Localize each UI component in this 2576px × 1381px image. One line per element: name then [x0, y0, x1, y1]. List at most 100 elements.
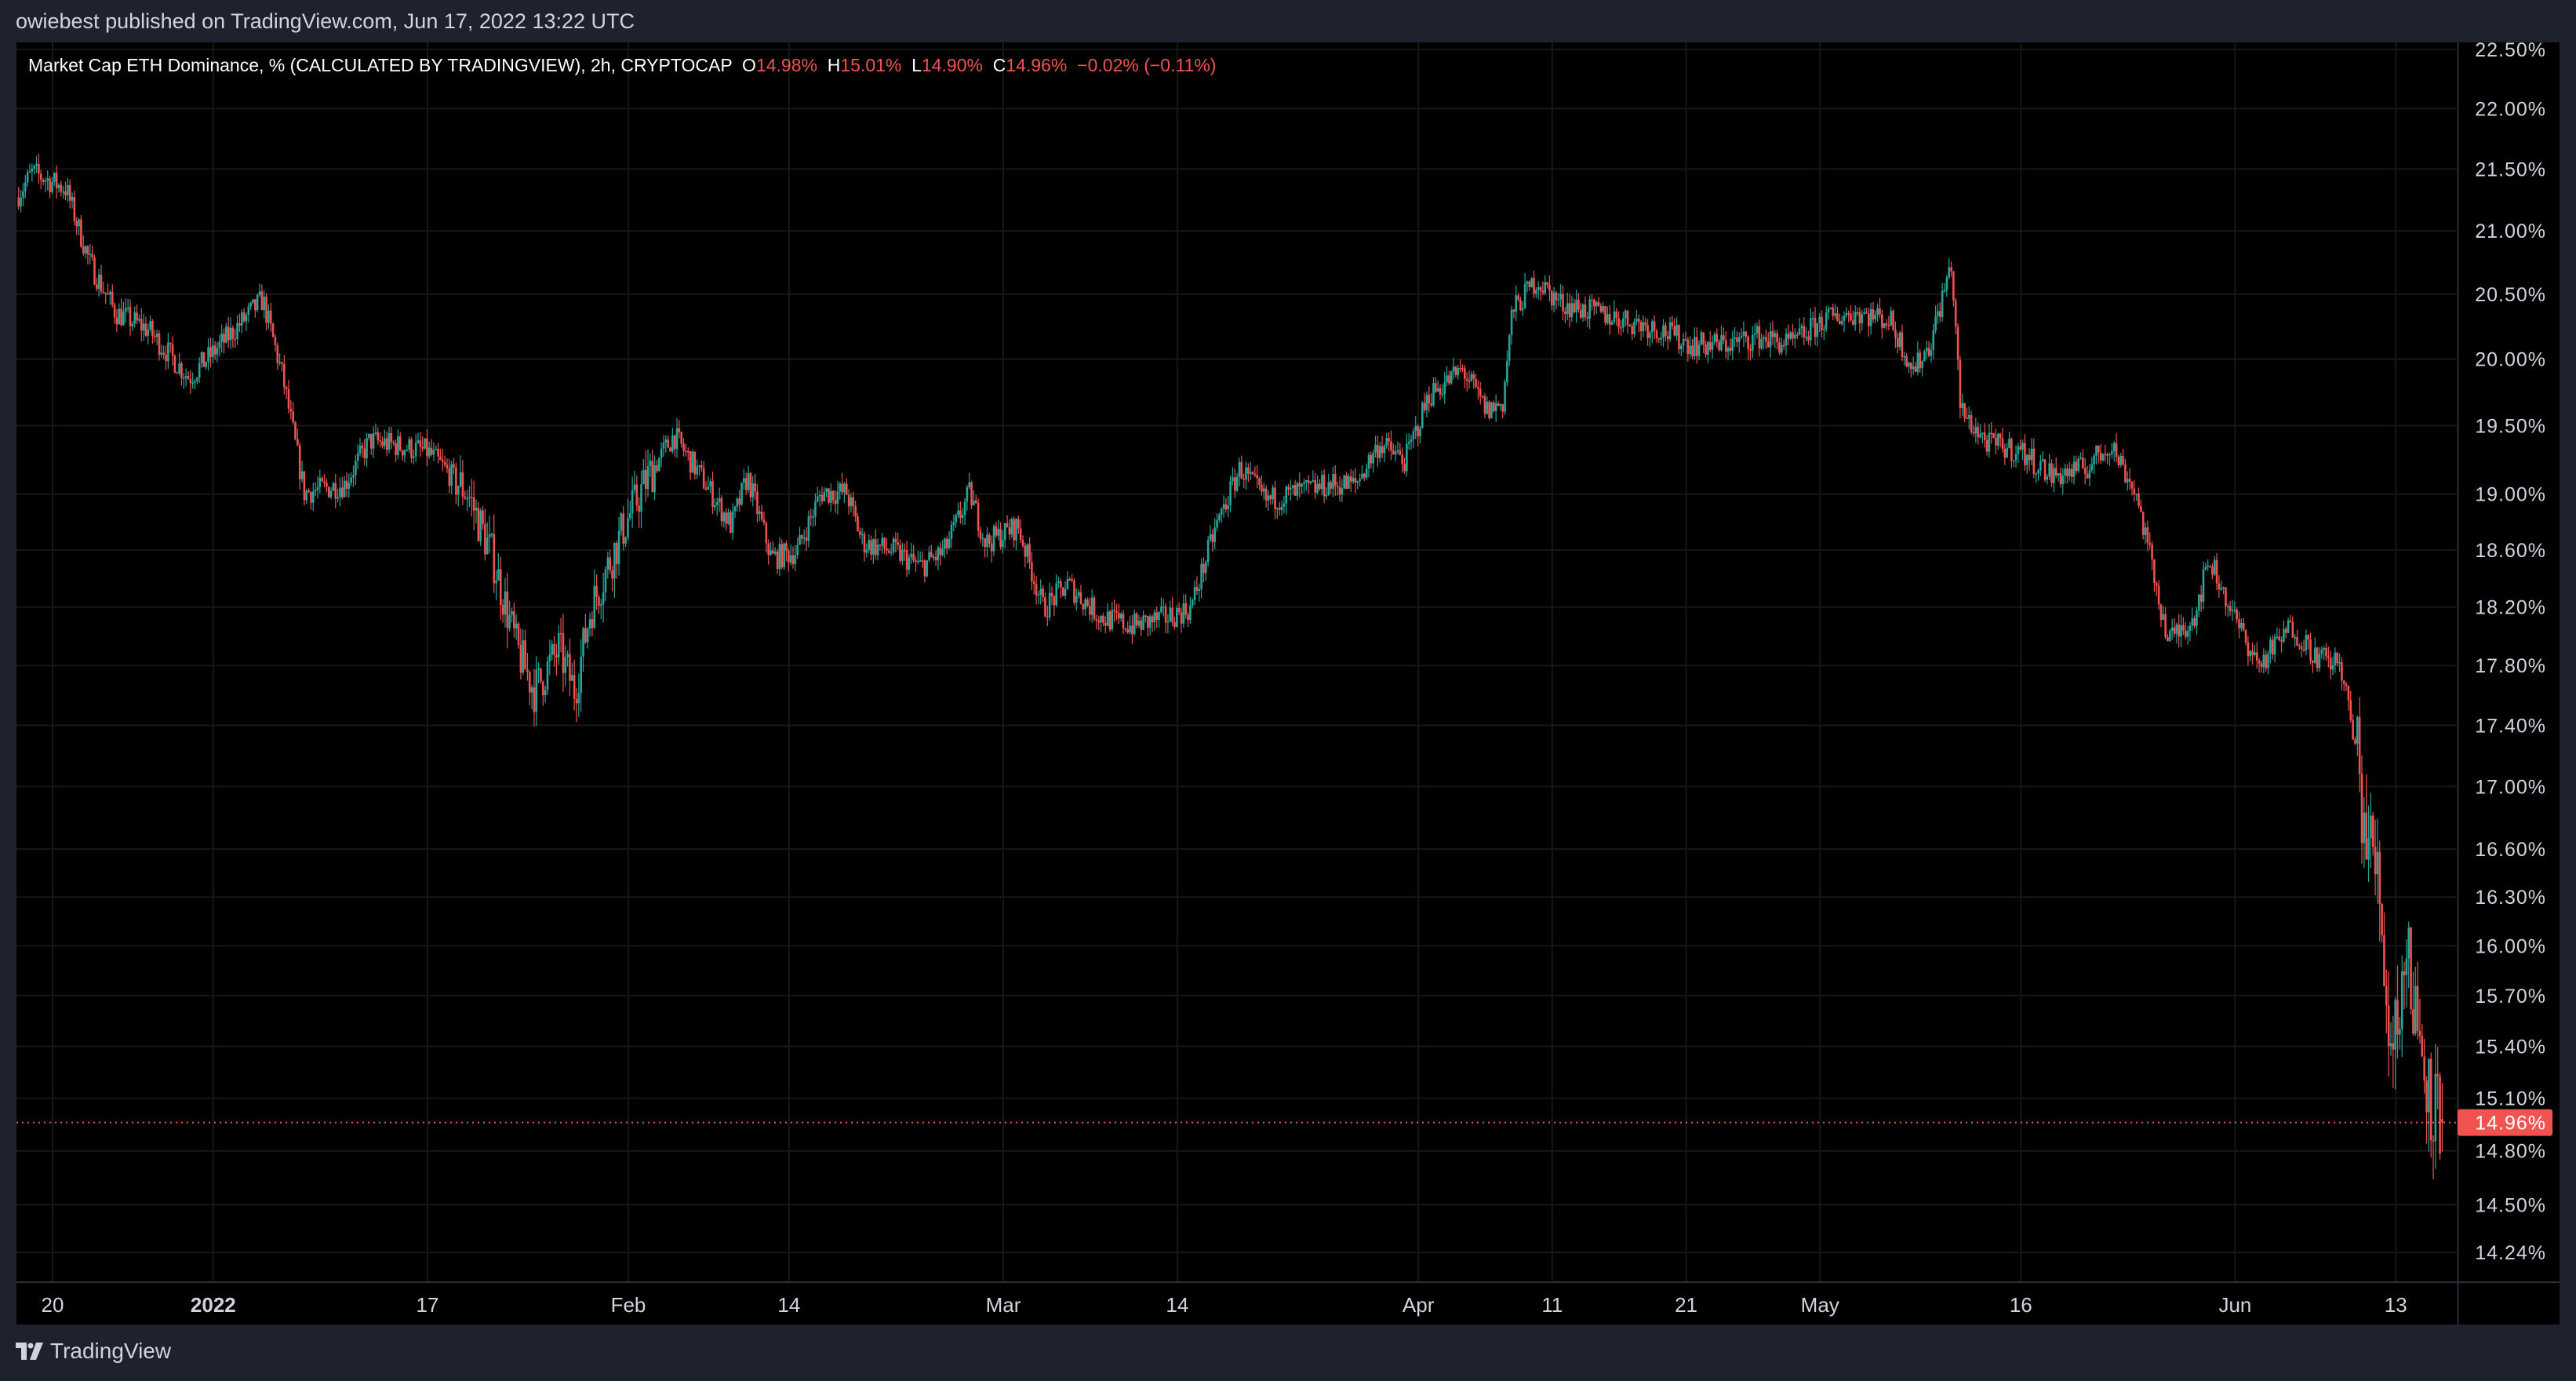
candle	[1930, 350, 1933, 356]
candle	[1126, 629, 1130, 632]
candle	[1327, 482, 1330, 496]
candle	[1602, 306, 1605, 312]
candle	[1465, 378, 1468, 381]
candle	[2385, 986, 2388, 1006]
candle	[970, 482, 973, 505]
candle	[973, 500, 975, 505]
candle	[1055, 583, 1057, 606]
candle	[1073, 580, 1075, 603]
candle	[432, 450, 435, 455]
time-axis[interactable]	[16, 1283, 2458, 1325]
candle	[1921, 361, 1923, 369]
candle	[457, 486, 460, 495]
candle	[2287, 620, 2290, 633]
candle	[1856, 312, 1859, 314]
candle	[1937, 311, 1939, 316]
candle	[68, 184, 71, 201]
candle	[406, 450, 409, 452]
candle	[1169, 607, 1172, 621]
candle	[443, 461, 446, 465]
time-tick-label: Mar	[986, 1293, 1021, 1317]
candle	[1865, 312, 1868, 314]
candle	[575, 698, 578, 704]
candle	[162, 352, 165, 355]
candle	[200, 352, 203, 363]
candle	[1363, 473, 1366, 478]
candle	[1330, 482, 1332, 489]
candle	[2414, 986, 2417, 1034]
candle	[196, 377, 198, 381]
candle	[1736, 337, 1738, 342]
candle	[767, 543, 770, 556]
candle	[1066, 578, 1069, 589]
candle	[1821, 316, 1823, 330]
candle	[1086, 599, 1089, 607]
candle	[379, 440, 381, 442]
candle	[1995, 437, 1997, 446]
candle	[1142, 615, 1144, 630]
candle	[828, 488, 830, 503]
candle	[323, 481, 326, 483]
candle	[207, 347, 209, 363]
candle	[178, 363, 180, 373]
candle	[644, 469, 647, 490]
candle	[410, 439, 413, 458]
candle	[593, 585, 596, 629]
candle	[1024, 545, 1027, 557]
candle	[1718, 341, 1720, 351]
price-tick-label: 15.70%	[2475, 986, 2546, 1008]
candle	[1814, 318, 1817, 337]
candle	[316, 486, 319, 490]
candle	[64, 191, 67, 195]
candle	[693, 451, 697, 475]
candle	[2267, 653, 2269, 669]
candle	[435, 448, 438, 450]
candle	[89, 253, 92, 256]
symbol-title: Market Cap ETH Dominance, % (CALCULATED …	[28, 55, 733, 75]
candle	[366, 438, 368, 459]
price-tick-label: 19.50%	[2475, 416, 2546, 438]
candle	[298, 445, 301, 479]
candle	[1666, 336, 1669, 340]
candle	[2057, 473, 2060, 476]
candle	[2024, 443, 2026, 465]
candle	[1082, 603, 1085, 610]
candle	[2222, 587, 2225, 588]
candle	[1298, 483, 1301, 487]
candle	[2213, 559, 2216, 575]
candle	[39, 173, 42, 180]
time-tick-label: Apr	[1403, 1293, 1435, 1317]
candle	[1874, 315, 1877, 320]
candle	[1792, 332, 1794, 339]
candle	[673, 435, 676, 450]
candle	[515, 623, 518, 629]
candle	[1144, 615, 1147, 617]
candle	[479, 510, 482, 541]
chart-pane[interactable]	[16, 42, 2458, 1281]
candle	[1713, 333, 1716, 343]
candle	[1477, 387, 1479, 389]
candle	[231, 327, 235, 339]
tradingview-brand[interactable]: TradingView	[50, 1339, 172, 1363]
candle	[874, 539, 877, 556]
candle	[961, 515, 964, 519]
candle	[2095, 445, 2098, 456]
candle	[872, 539, 875, 555]
candle	[1796, 334, 1799, 337]
candle	[511, 610, 513, 616]
candle	[86, 246, 89, 255]
candle	[1972, 432, 1975, 434]
candle	[1032, 581, 1035, 585]
candle	[820, 494, 824, 501]
candle	[254, 299, 257, 311]
candle	[1631, 326, 1633, 334]
price-tick-label: 20.00%	[2475, 349, 2546, 371]
candle	[990, 543, 993, 552]
candle	[1423, 403, 1426, 410]
candle	[352, 475, 355, 478]
candle	[1283, 503, 1286, 507]
price-tick-label: 19.00%	[2475, 484, 2546, 506]
candle	[847, 494, 850, 507]
candle	[1519, 300, 1522, 311]
